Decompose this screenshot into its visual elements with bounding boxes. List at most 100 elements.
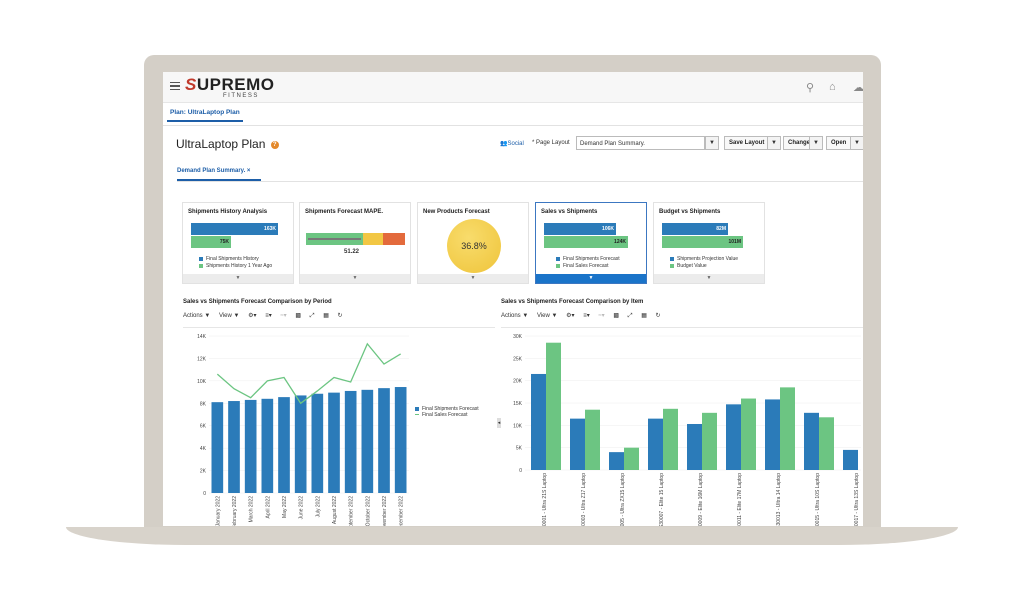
legend-item: Final Shipments History (199, 256, 259, 262)
bar (328, 392, 340, 493)
legend-label: Final Shipments Forecast (422, 406, 479, 412)
legend-label: Final Shipments Forecast (563, 256, 620, 262)
x-tick-label: April 2022 (265, 496, 271, 519)
logo-brand: UPREMO (196, 75, 275, 94)
chevron-down-icon[interactable]: ▼ (536, 274, 646, 283)
bar (261, 398, 274, 493)
bar (344, 390, 357, 493)
save-icon[interactable]: ▩ (295, 313, 302, 319)
notifications-icon[interactable]: ☁ (853, 82, 863, 94)
actions-menu[interactable]: Actions ▼ (501, 313, 529, 319)
bar (726, 404, 741, 470)
x-tick-label: AS30009 - Elite 16M Laptop (698, 473, 704, 526)
legend-label: Budget Value (677, 263, 707, 269)
x-tick-label: June 2022 (299, 496, 305, 520)
legend-swatch (670, 263, 674, 268)
chart-type-icon[interactable]: ≈▾ (598, 313, 605, 319)
hamburger-menu-icon[interactable] (170, 82, 180, 91)
refresh-icon[interactable]: ↻ (337, 313, 343, 319)
view-menu[interactable]: View ▼ (536, 313, 558, 319)
table-icon[interactable]: ▦ (641, 313, 647, 319)
card-budget-vs-shipments[interactable]: Budget vs Shipments 82M 101M Shipments P… (653, 202, 765, 284)
page-layout-dropdown-icon[interactable]: ▼ (705, 136, 719, 150)
chevron-down-icon[interactable]: ▼ (183, 274, 293, 283)
card-shipments-forecast-mape[interactable]: Shipments Forecast MAPE. 51.22 ▼ (299, 202, 411, 284)
chevron-down-icon[interactable]: ▼ (418, 274, 528, 283)
legend-swatch (556, 256, 560, 261)
legend-swatch (415, 414, 419, 416)
legend-item: Final Sales Forecast (556, 263, 609, 269)
bar (687, 423, 702, 470)
social-link[interactable]: 👥Social (500, 141, 524, 147)
sort-icon[interactable]: ≡▾ (265, 313, 272, 319)
bar (765, 399, 780, 470)
chart-toolbar-item: Actions ▼ View ▼ ⚙▾ ≡▾ ≈▾ ▩ ⤢ ▦ ↻ (501, 312, 863, 328)
social-label: Social (507, 141, 524, 147)
format-icon[interactable]: ⚙▾ (248, 313, 257, 319)
x-tick-label: AS30015 - Ultra 10S Laptop (815, 473, 821, 526)
bar-shipments-projection: 82M (662, 223, 728, 235)
help-icon[interactable]: ? (270, 140, 279, 149)
chart-type-icon[interactable]: ≈▾ (280, 313, 287, 319)
splitter-handle[interactable]: ◂ (497, 418, 501, 428)
open-dropdown-icon[interactable]: ▼ (850, 136, 863, 150)
mape-value: 51.22 (344, 249, 360, 255)
chevron-down-icon[interactable]: ▼ (654, 274, 764, 283)
new-products-gauge (447, 219, 501, 273)
actions-menu[interactable]: Actions ▼ (183, 313, 211, 319)
home-icon[interactable]: ⌂ (829, 81, 836, 93)
card-title: Shipments Forecast MAPE. (305, 209, 384, 215)
save-layout-dropdown-icon[interactable]: ▼ (767, 136, 781, 150)
x-tick-label: AS30017 - Ultra 13S Laptop (854, 473, 860, 526)
dashboard-tab[interactable]: Demand Plan Summary. × (177, 168, 250, 174)
y-tick-label: 0 (203, 491, 206, 497)
divider (177, 181, 863, 182)
bar (819, 417, 834, 470)
x-tick-label: AS30007 - Elite 15 Laptop (659, 473, 665, 526)
refresh-icon[interactable]: ↻ (655, 313, 661, 319)
open-button[interactable]: Open (826, 136, 852, 150)
bar (531, 373, 546, 470)
y-tick-label: 10K (197, 379, 207, 385)
y-tick-label: 25K (513, 356, 523, 362)
period-chart-legend: Final Shipments Forecast Final Sales For… (415, 406, 479, 418)
bar (211, 402, 224, 493)
page-layout-select[interactable]: Demand Plan Summary. (576, 136, 705, 150)
format-icon[interactable]: ⚙▾ (566, 313, 575, 319)
sort-icon[interactable]: ≡▾ (583, 313, 590, 319)
legend-swatch (556, 263, 560, 268)
gauge-value: 36.8% (461, 241, 487, 251)
pivot-icon[interactable]: ⤢ (627, 313, 633, 319)
search-icon[interactable]: ⚲ (806, 82, 815, 94)
legend-item: Final Shipments Forecast (415, 406, 479, 412)
dashboard-tab-underline (177, 179, 261, 181)
dashboard-tab-label: Demand Plan Summary. (177, 168, 246, 174)
page-layout-label: * Page Layout (532, 140, 570, 146)
legend-swatch (199, 256, 203, 261)
view-menu[interactable]: View ▼ (218, 313, 240, 319)
bar (311, 393, 324, 493)
x-tick-label: January 2022 (215, 496, 221, 526)
bar (244, 399, 257, 493)
save-icon[interactable]: ▩ (613, 313, 620, 319)
bar (394, 387, 407, 493)
card-new-products-forecast[interactable]: New Products Forecast 36.8% ▼ (417, 202, 529, 284)
close-icon[interactable]: × (246, 168, 251, 174)
card-title: Budget vs Shipments (659, 209, 721, 215)
chevron-down-icon[interactable]: ▼ (300, 274, 410, 283)
card-shipments-history[interactable]: Shipments History Analysis 163K 75K Fina… (182, 202, 294, 284)
plan-tab[interactable]: Plan: UltraLaptop Plan (167, 109, 243, 122)
chart-title-item: Sales vs Shipments Forecast Comparison b… (501, 299, 644, 305)
legend-item: Shipments History 1 Year Ago (199, 263, 272, 269)
chart-title-period: Sales vs Shipments Forecast Comparison b… (183, 299, 332, 305)
bar (843, 449, 858, 470)
bar (663, 408, 678, 470)
y-tick-label: 14K (197, 334, 207, 340)
save-layout-button[interactable]: Save Layout (724, 136, 770, 150)
bar (570, 418, 585, 470)
y-tick-label: 6K (200, 424, 207, 430)
card-sales-vs-shipments[interactable]: Sales vs Shipments 106K 124K Final Shipm… (535, 202, 647, 284)
change-dropdown-icon[interactable]: ▼ (809, 136, 823, 150)
table-icon[interactable]: ▦ (323, 313, 329, 319)
pivot-icon[interactable]: ⤢ (309, 313, 315, 319)
